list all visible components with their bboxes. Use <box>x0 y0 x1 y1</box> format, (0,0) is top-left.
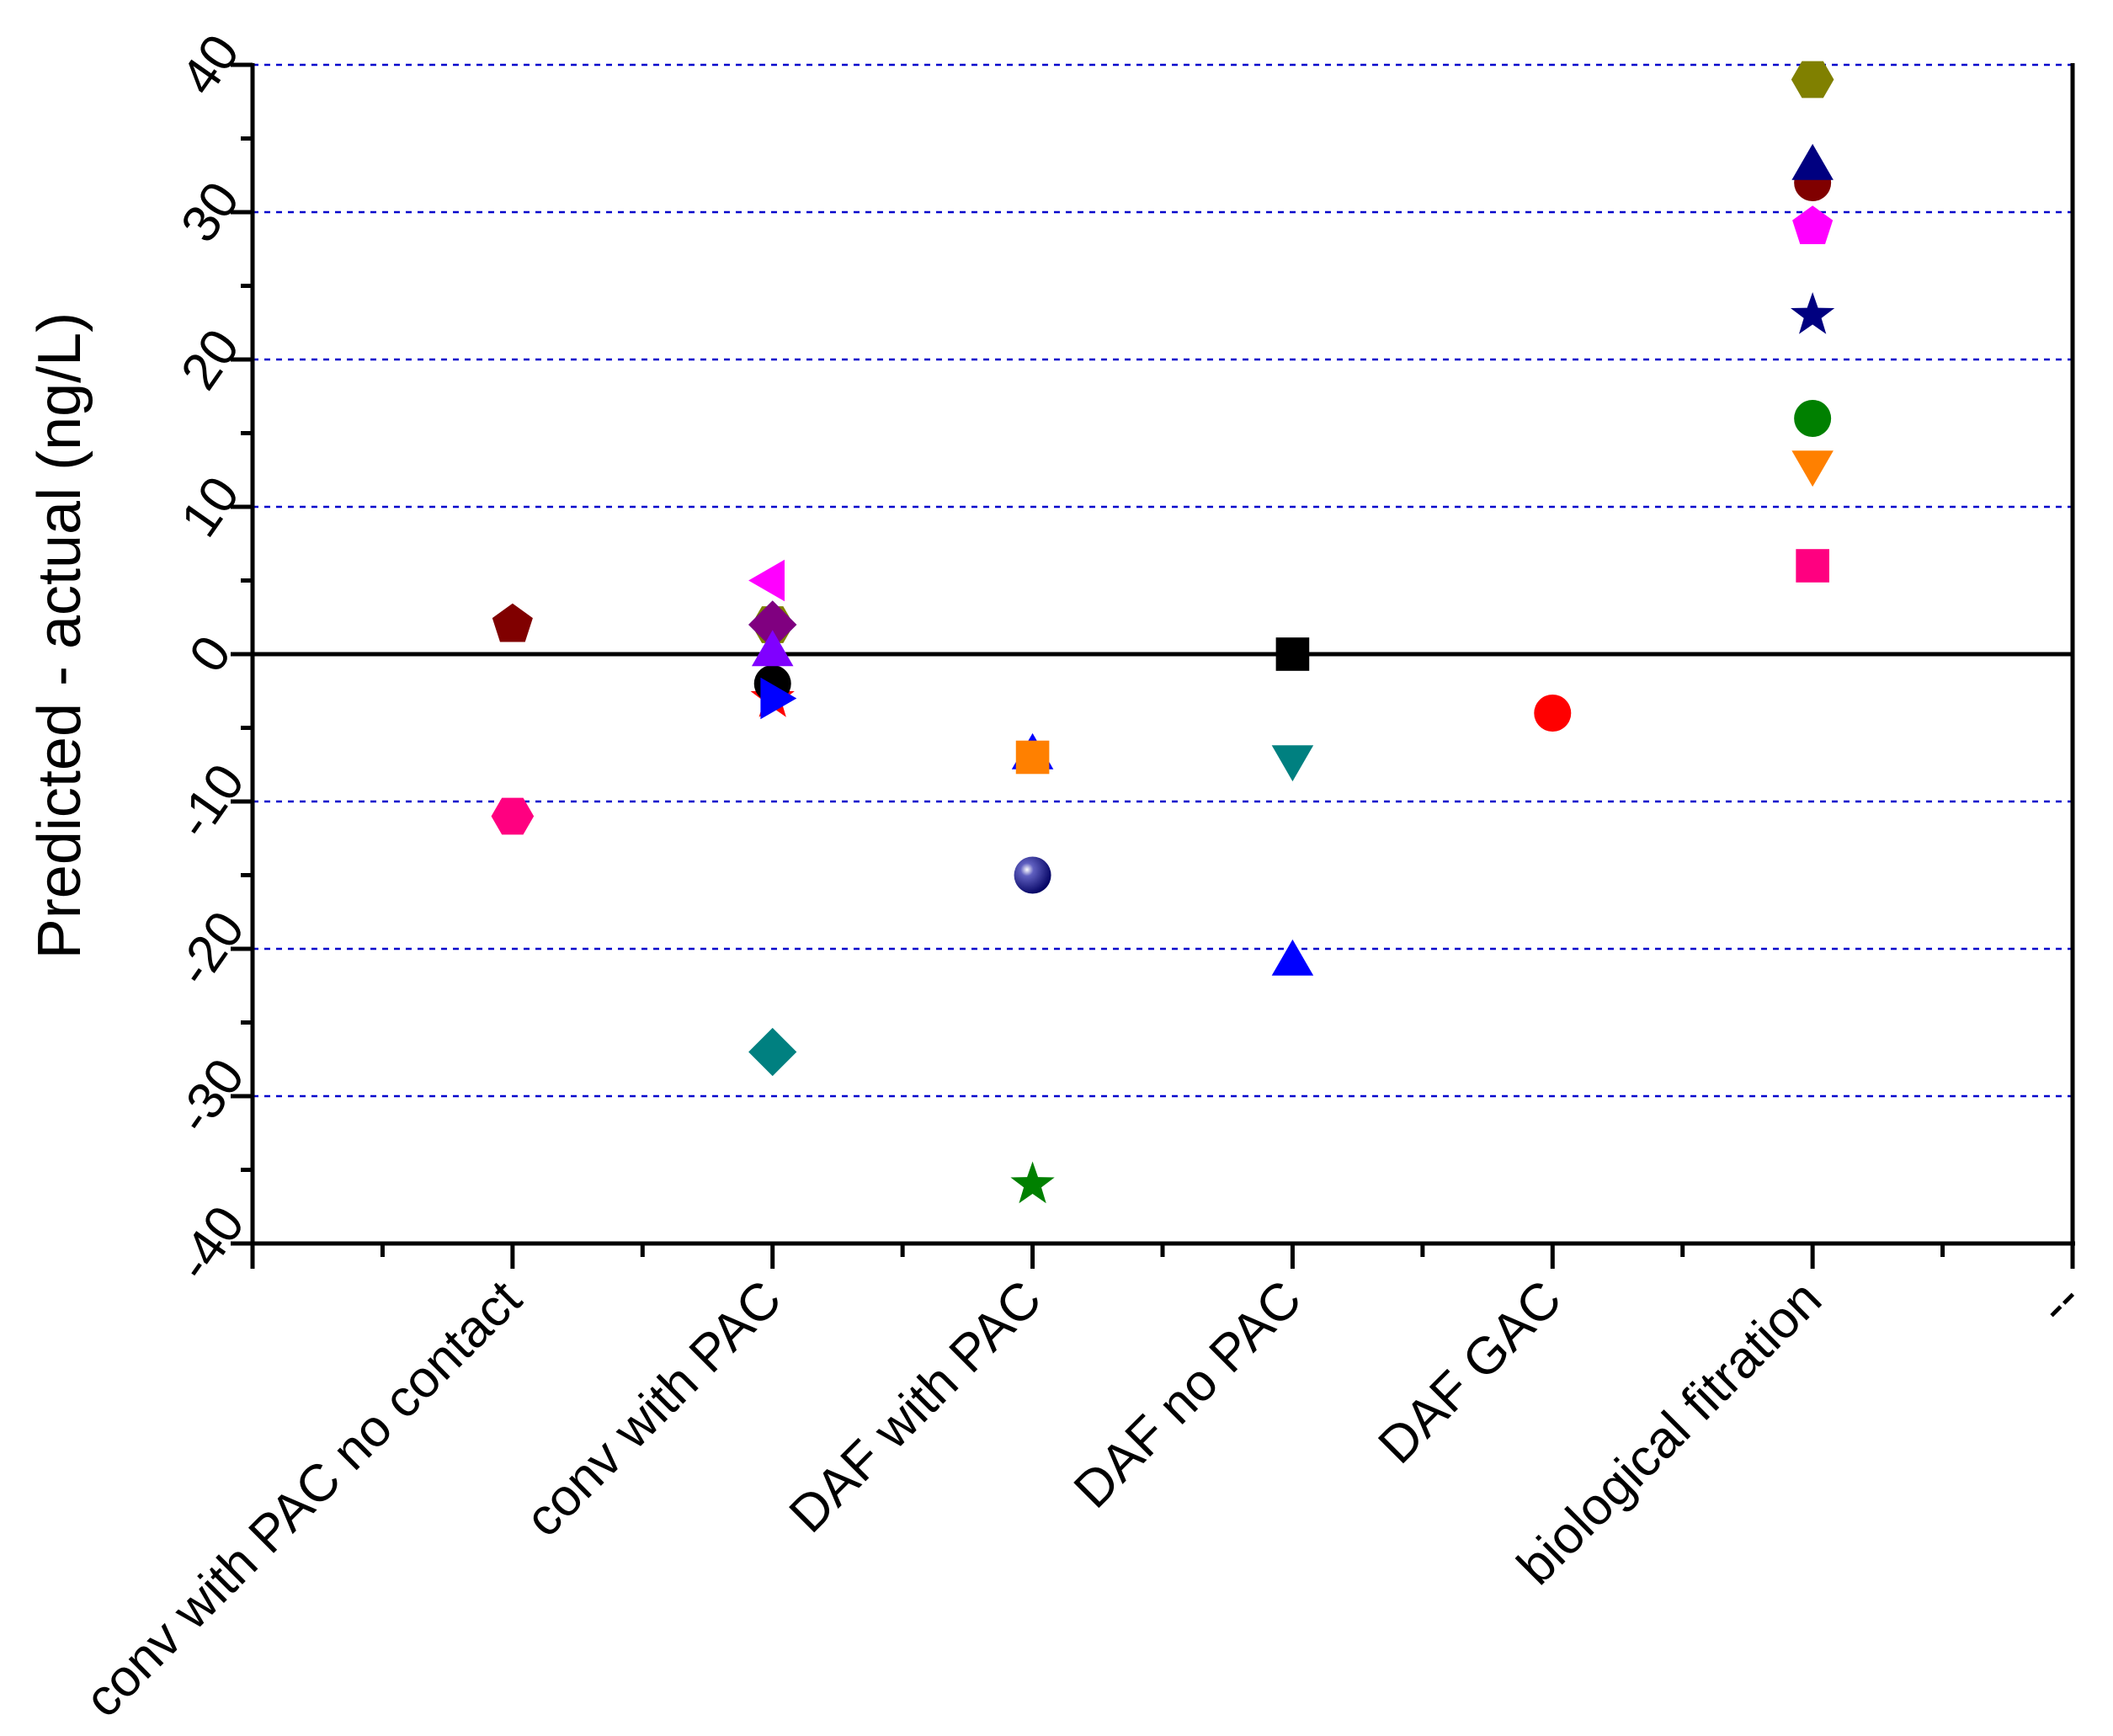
data-point-triangle-up <box>1271 939 1314 976</box>
data-point-square <box>1015 740 1050 775</box>
data-point-square <box>1796 549 1829 583</box>
data-point-star <box>1010 1161 1055 1204</box>
y-tick-label: -30 <box>165 1049 256 1144</box>
data-point-diamond <box>748 600 797 649</box>
y-tick-label: 20 <box>170 319 251 400</box>
data-point-triangle-right <box>760 677 797 720</box>
data-point-triangle-left <box>748 559 785 602</box>
x-tick-label: -- <box>2027 1270 2093 1335</box>
x-tick-label: DAF no PAC <box>1063 1270 1312 1519</box>
data-point-hexagon <box>1791 61 1834 99</box>
x-tick-label: conv with PAC no contact <box>74 1270 533 1728</box>
data-point-pentagon <box>1792 205 1834 244</box>
x-tick-label: DAF GAC <box>1368 1270 1573 1475</box>
y-tick-label: -40 <box>165 1196 256 1291</box>
x-tick-label: DAF with PAC <box>779 1270 1053 1544</box>
data-point-hexagon <box>491 797 535 835</box>
grid-lines <box>253 63 2073 1098</box>
data-point-sphere <box>1014 856 1051 894</box>
data-point-diamond <box>748 1027 797 1077</box>
data-point-star <box>1790 292 1835 334</box>
data-points <box>491 61 1835 1204</box>
y-tick-label: -20 <box>165 902 256 997</box>
data-point-triangle-up <box>751 630 794 667</box>
data-point-pentagon <box>492 603 533 642</box>
y-tick-label: -10 <box>165 754 256 849</box>
y-tick-label: 0 <box>178 626 242 683</box>
data-point-triangle-down <box>1791 450 1834 487</box>
data-point-triangle-up <box>1791 143 1834 180</box>
data-point-circle <box>1534 695 1572 732</box>
data-point-square <box>1275 637 1310 671</box>
y-tick-label: 30 <box>170 172 251 253</box>
y-tick-label: 10 <box>170 466 251 547</box>
y-axis-ticks: -40 -30 -20 -10 0 10 20 30 40 <box>165 24 256 1291</box>
y-tick-label: 40 <box>170 24 251 105</box>
y-axis-title: Predicted - actual (ng/L) <box>26 312 93 959</box>
x-tick-label: conv with PAC <box>514 1270 793 1548</box>
data-point-circle <box>1794 400 1832 437</box>
data-point-triangle-down <box>1271 745 1314 782</box>
